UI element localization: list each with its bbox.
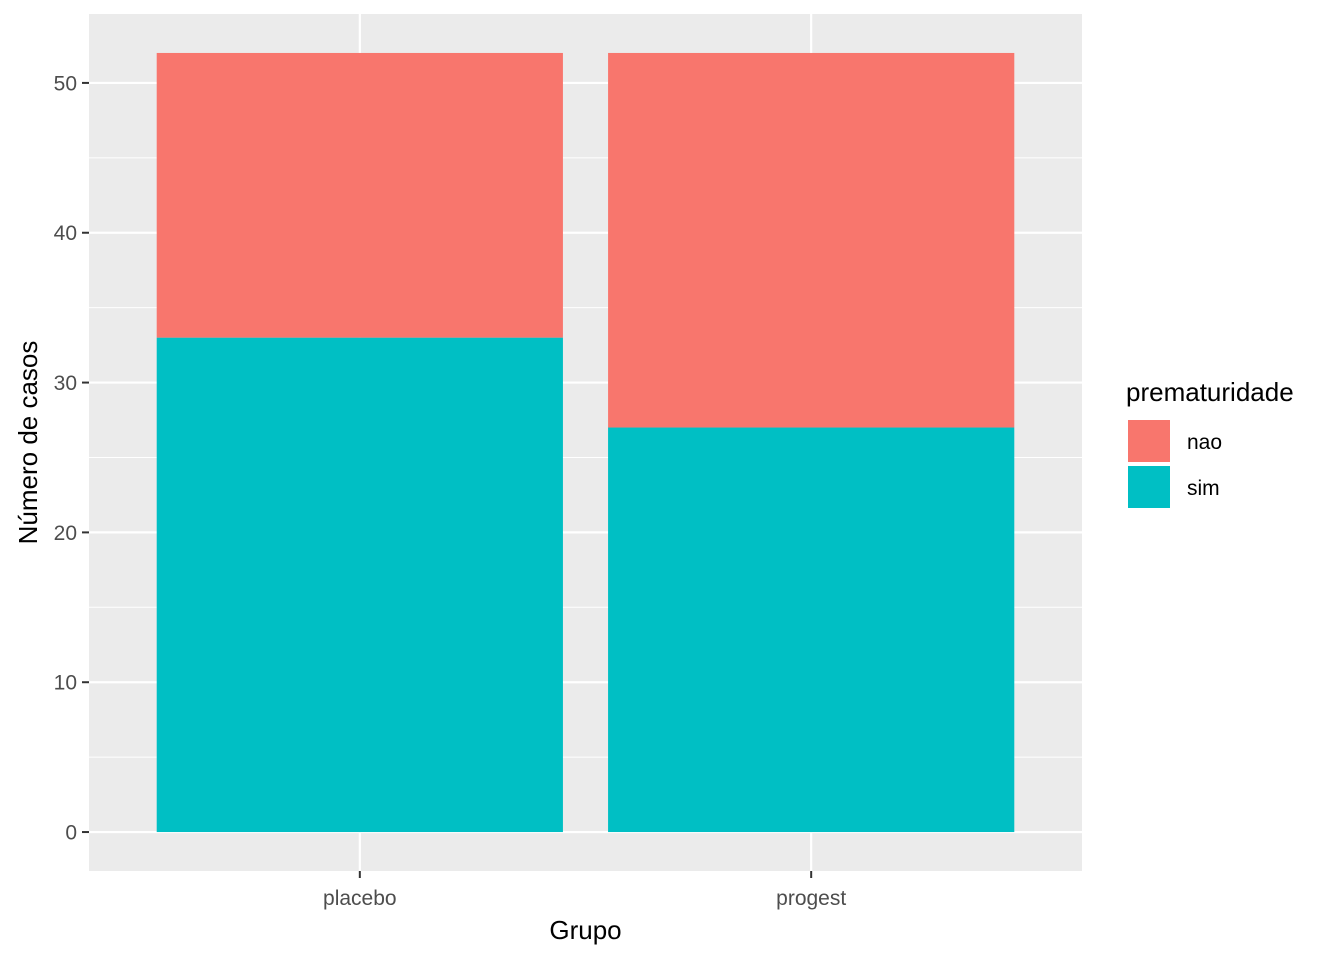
legend-key-sim (1128, 466, 1170, 508)
bar-nao-progest (608, 52, 1015, 428)
x-axis-title: Grupo (549, 915, 621, 945)
y-axis-title: Número de casos (13, 341, 43, 545)
bar-sim-placebo (156, 337, 563, 833)
legend: prematuridade nao sim (1126, 377, 1294, 508)
legend-key-nao (1128, 420, 1170, 462)
y-axis: 0 10 20 30 40 50 (54, 72, 89, 845)
legend-label-sim: sim (1187, 477, 1220, 500)
x-axis: placebo progest (323, 871, 846, 910)
legend-label-nao: nao (1187, 431, 1222, 454)
y-tick-label: 10 (54, 672, 77, 695)
y-tick-label: 50 (54, 72, 77, 95)
y-tick-label: 40 (54, 222, 77, 245)
legend-title: prematuridade (1126, 377, 1294, 407)
bar-sim-progest (608, 427, 1015, 833)
x-tick-label: placebo (323, 887, 397, 910)
bar-nao-placebo (156, 52, 563, 338)
y-tick-label: 30 (54, 372, 77, 395)
legend-entries: nao sim (1128, 420, 1222, 508)
x-tick-label: progest (776, 887, 846, 910)
y-tick-label: 20 (54, 522, 77, 545)
bars (156, 52, 1015, 833)
y-tick-label: 0 (65, 822, 77, 845)
